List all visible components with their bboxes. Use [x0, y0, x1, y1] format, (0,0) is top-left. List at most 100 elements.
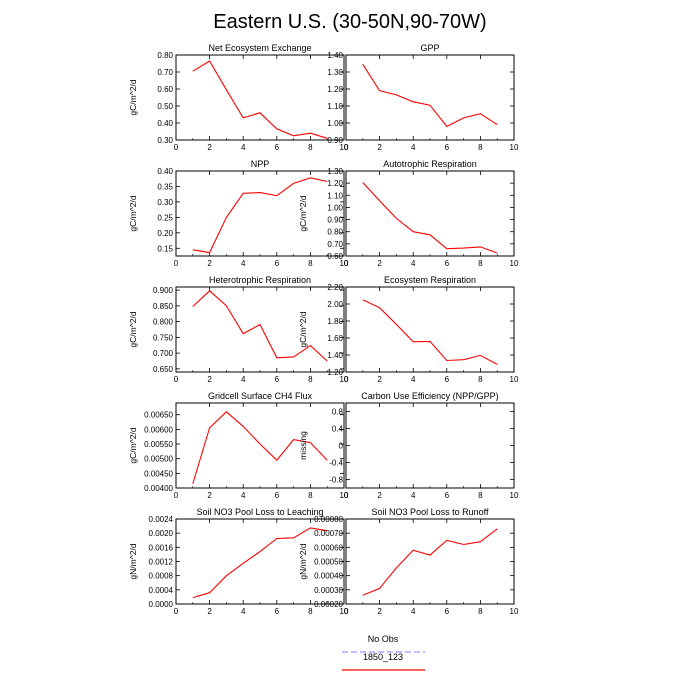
- y-tick-label: 0.00040: [314, 572, 343, 581]
- y-tick-label: 0.25: [157, 213, 173, 222]
- y-axis-label: gC/m^2/d: [128, 79, 138, 115]
- x-tick-label: 2: [207, 259, 212, 268]
- y-axis-label: missing: [298, 431, 308, 460]
- x-tick-label: 6: [275, 143, 280, 152]
- y-tick-label: 1.10: [327, 102, 343, 111]
- plot-frame: [345, 402, 515, 489]
- x-tick-label: 2: [377, 491, 382, 500]
- x-tick-label: 8: [478, 607, 483, 616]
- y-tick-label: 0.15: [157, 244, 173, 253]
- y-axis-label: gC/m^2/d: [128, 311, 138, 347]
- y-tick-label: 1.10: [327, 191, 343, 200]
- y-tick-label: 2.20: [327, 283, 343, 292]
- legend-label: No Obs: [368, 634, 399, 644]
- y-tick-label: 0.900: [153, 286, 174, 295]
- y-tick-label: 0.0000: [149, 600, 174, 609]
- y-tick-label: 0.20: [157, 229, 173, 238]
- legend: No Obs 1850_123: [342, 634, 425, 671]
- y-tick-label: 0.80: [157, 51, 173, 60]
- x-tick-label: 6: [445, 259, 450, 268]
- plot-frame: [345, 286, 515, 373]
- y-tick-label: 0.0024: [149, 515, 174, 524]
- plot-frame: [175, 402, 345, 489]
- figure-title: Eastern U.S. (30-50N,90-70W): [213, 11, 486, 33]
- x-tick-label: 8: [308, 375, 313, 384]
- x-tick-label: 0: [344, 143, 349, 152]
- x-tick-label: 6: [275, 259, 280, 268]
- y-tick-label: 0.00450: [144, 469, 173, 478]
- x-tick-label: 10: [510, 491, 519, 500]
- x-tick-label: 0: [174, 491, 179, 500]
- series-line-1: [362, 64, 498, 128]
- y-tick-label: 0.90: [327, 136, 343, 145]
- y-tick-label: 0.0008: [149, 572, 174, 581]
- x-tick-label: 10: [340, 375, 349, 384]
- x-tick-label: 10: [510, 375, 519, 384]
- x-tick-label: 0: [174, 375, 179, 384]
- plot-frame: [345, 54, 515, 141]
- panel-title: Soil NO3 Pool Loss to Leaching: [196, 507, 323, 517]
- x-tick-label: 0: [344, 259, 349, 268]
- y-tick-label: 0.30: [157, 198, 173, 207]
- plot-frame: [345, 170, 515, 257]
- x-tick-label: 10: [340, 259, 349, 268]
- y-tick-label: 1.60: [327, 334, 343, 343]
- series-line-1: [192, 290, 328, 362]
- x-tick-label: 10: [340, 143, 349, 152]
- panel-title: Ecosystem Respiration: [384, 275, 476, 285]
- y-tick-label: 0.70: [327, 240, 343, 249]
- y-tick-label: 0.0020: [149, 529, 174, 538]
- x-tick-label: 2: [377, 259, 382, 268]
- x-tick-label: 2: [207, 375, 212, 384]
- y-tick-label: 1.80: [327, 317, 343, 326]
- x-tick-label: 10: [510, 607, 519, 616]
- x-tick-label: 10: [510, 259, 519, 268]
- x-tick-label: 6: [445, 491, 450, 500]
- x-tick-label: 8: [308, 607, 313, 616]
- x-tick-label: 10: [340, 607, 349, 616]
- plot-frame: [175, 170, 345, 257]
- y-tick-label: 1.20: [327, 368, 343, 377]
- y-tick-label: 1.40: [327, 351, 343, 360]
- x-tick-label: 4: [411, 259, 416, 268]
- x-tick-label: 10: [510, 143, 519, 152]
- y-tick-label: 0.750: [153, 333, 174, 342]
- y-tick-label: 0.40: [157, 119, 173, 128]
- y-tick-label: 0.70: [157, 68, 173, 77]
- y-tick-label: 0.0016: [149, 543, 174, 552]
- y-tick-label: 0.4: [332, 425, 344, 434]
- y-tick-label: 1.30: [327, 68, 343, 77]
- y-tick-label: 0.00400: [144, 484, 173, 493]
- y-tick-label: 0.00650: [144, 411, 173, 420]
- x-tick-label: 4: [241, 375, 246, 384]
- x-tick-label: 8: [308, 143, 313, 152]
- y-axis-label: gC/m^2/d: [298, 311, 308, 347]
- y-tick-label: 0.850: [153, 302, 174, 311]
- y-tick-label: 0.00030: [314, 586, 343, 595]
- x-tick-label: 0: [344, 375, 349, 384]
- x-tick-label: 8: [478, 143, 483, 152]
- panel-8: Carbon Use Efficiency (NPP/GPP) 0 2 4 6 8 10 -0…: [298, 391, 519, 500]
- y-tick-label: 0.0004: [149, 586, 174, 595]
- y-tick-label: 0.650: [153, 365, 174, 374]
- panel-title: Autotrophic Respiration: [383, 159, 477, 169]
- y-tick-label: 0: [339, 442, 344, 451]
- x-tick-label: 2: [207, 143, 212, 152]
- y-tick-label: 1.20: [327, 179, 343, 188]
- y-tick-label: 1.00: [327, 203, 343, 212]
- y-tick-label: 0.00500: [144, 455, 173, 464]
- panel-1: Net Ecosystem Exchange 0 2 4 6 8 10 0.30 0.40 0.5…: [128, 43, 349, 152]
- y-tick-label: 0.90: [327, 216, 343, 225]
- x-tick-label: 2: [377, 375, 382, 384]
- y-axis-label: gC/m^2/d: [128, 195, 138, 231]
- series-line-1: [192, 177, 328, 254]
- x-tick-label: 6: [275, 491, 280, 500]
- x-tick-label: 2: [377, 607, 382, 616]
- x-tick-label: 8: [308, 491, 313, 500]
